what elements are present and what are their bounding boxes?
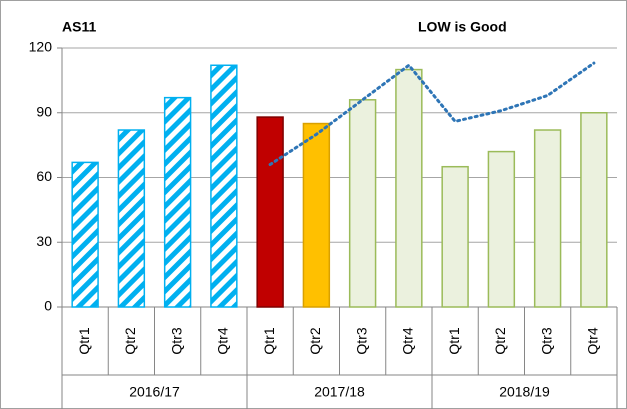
bar <box>580 112 608 308</box>
bar <box>487 150 516 308</box>
x-tick-label: Qtr3 <box>353 327 369 354</box>
x-tick-label: Qtr1 <box>446 327 462 354</box>
y-tick-label: 120 <box>29 39 53 55</box>
x-tick-label: Qtr3 <box>538 327 554 354</box>
bar <box>256 116 284 308</box>
bar <box>163 96 192 308</box>
group-label: 2017/18 <box>314 384 365 400</box>
trend-line <box>268 61 596 167</box>
bar <box>533 129 562 308</box>
x-tick-label: Qtr2 <box>492 327 508 354</box>
bar <box>302 122 331 308</box>
x-tick-label: Qtr4 <box>215 327 231 354</box>
annotation: LOW is Good <box>418 19 507 35</box>
x-tick-label: Qtr1 <box>261 327 277 354</box>
bar <box>348 99 377 308</box>
x-tick-label: Qtr4 <box>400 327 416 354</box>
x-tick-label: Qtr3 <box>168 327 184 354</box>
x-tick-label: Qtr2 <box>307 327 323 354</box>
bar <box>395 68 423 308</box>
y-tick-label: 0 <box>44 298 52 314</box>
y-tick-label: 60 <box>36 168 52 184</box>
y-tick-label: 30 <box>36 233 52 249</box>
bar <box>71 161 99 308</box>
group-label: 2016/17 <box>129 384 180 400</box>
x-tick-label: Qtr4 <box>585 327 601 354</box>
y-tick-label: 90 <box>36 103 52 119</box>
bar <box>441 165 469 308</box>
bar <box>117 129 146 308</box>
x-tick-label: Qtr2 <box>122 327 138 354</box>
group-label: 2018/19 <box>499 384 550 400</box>
bar <box>210 64 238 308</box>
chart-title: AS11 <box>62 19 96 35</box>
x-tick-label: Qtr1 <box>76 327 92 354</box>
